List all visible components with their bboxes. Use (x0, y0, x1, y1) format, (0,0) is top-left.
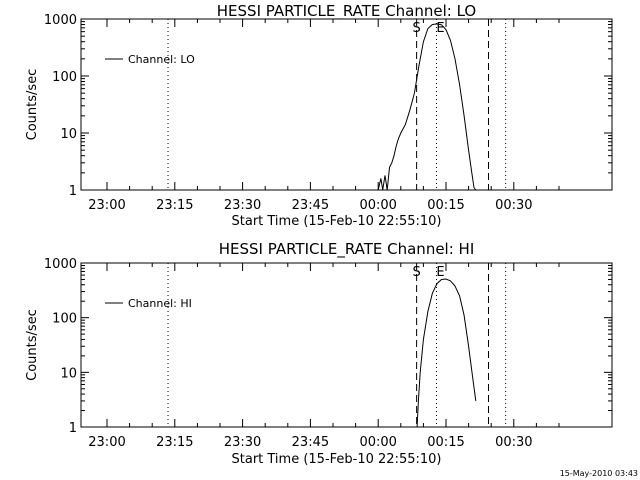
y-tick-label: 100 (52, 70, 77, 85)
legend-label: Channel: HI (128, 297, 192, 310)
start-marker-label: S (412, 21, 420, 36)
y-tick-label: 10 (60, 127, 77, 142)
x-tick-label: 00:00 (359, 435, 396, 450)
x-tick-label: 00:30 (495, 198, 532, 213)
chart-title: HESSI PARTICLE_RATE Channel: LO (217, 2, 476, 21)
x-tick-label: 23:30 (224, 198, 261, 213)
x-tick-label: 23:45 (292, 198, 329, 213)
x-tick-label: 00:15 (427, 198, 464, 213)
chart-title: HESSI PARTICLE_RATE Channel: HI (219, 240, 475, 259)
series-line-channel-lo (377, 23, 477, 191)
x-tick-label: 23:00 (88, 435, 125, 450)
x-axis-label: Start Time (15-Feb-10 22:55:10) (232, 452, 442, 467)
y-tick-label: 10 (60, 366, 77, 381)
panel-lo: HESSI PARTICLE_RATE Channel: LO 1 10 100 100… (25, 2, 613, 229)
y-tick-label: 100 (52, 312, 77, 327)
series-line-channel-hi (416, 278, 477, 428)
x-tick-label: 23:15 (156, 435, 193, 450)
x-axis-label: Start Time (15-Feb-10 22:55:10) (232, 214, 442, 229)
x-tick-label: 00:15 (427, 435, 464, 450)
x-tick-label: 00:00 (359, 198, 396, 213)
x-tick-label: 23:15 (156, 198, 193, 213)
x-tick-label: 23:30 (224, 435, 261, 450)
y-tick-label: 1 (69, 421, 77, 436)
panel-hi: HESSI PARTICLE_RATE Channel: HI 1 10 100 100… (25, 240, 613, 467)
y-axis-label: Counts/sec (25, 309, 40, 381)
y-tick-label: 1000 (44, 13, 77, 28)
x-tick-label: 23:00 (88, 198, 125, 213)
y-tick-label: 1000 (44, 257, 77, 272)
y-axis-label: Counts/sec (25, 69, 40, 141)
x-tick-label: 23:45 (292, 435, 329, 450)
plot-frame (80, 262, 613, 428)
legend-label: Channel: LO (128, 53, 195, 66)
y-tick-label: 1 (69, 184, 77, 199)
end-marker-label: E (436, 265, 444, 280)
print-timestamp: 15-May-2010 03:43 (560, 469, 638, 478)
x-tick-label: 00:30 (495, 435, 532, 450)
plot-frame (80, 18, 613, 191)
end-marker-label: E (436, 21, 444, 36)
start-marker-label: S (412, 265, 420, 280)
